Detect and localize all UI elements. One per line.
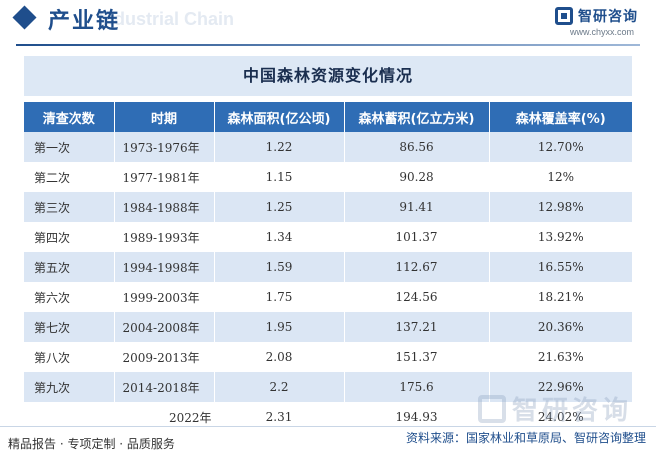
table-cell: 12.98% xyxy=(489,192,632,222)
table-cell: 第五次 xyxy=(24,252,115,282)
header-divider xyxy=(16,44,640,46)
table-row: 第二次 1977-1981年 1.15 90.28 12% xyxy=(24,162,632,192)
column-header: 森林蓄积(亿立方米) xyxy=(344,102,490,132)
brand-logo-icon xyxy=(555,7,573,25)
table-cell: 1989-1993年 xyxy=(114,222,215,252)
table-cell: 第三次 xyxy=(24,192,115,222)
table-cell: 第九次 xyxy=(24,372,115,402)
table-cell: 2014-2018年 xyxy=(114,372,215,402)
table-cell: 20.36% xyxy=(489,312,632,342)
table-cell: 1984-1988年 xyxy=(114,192,215,222)
table-cell: 2009-2013年 xyxy=(114,342,215,372)
table-cell: 86.56 xyxy=(344,132,490,162)
column-header: 时期 xyxy=(114,102,215,132)
table-cell: 第二次 xyxy=(24,162,115,192)
footer-slogan: 精品报告 · 专项定制 · 品质服务 xyxy=(8,437,175,451)
table-cell: 151.37 xyxy=(344,342,490,372)
table-cell: 1.25 xyxy=(214,192,345,222)
table-cell: 1.15 xyxy=(214,162,345,192)
table-cell: 2.31 xyxy=(214,402,345,432)
table-cell: 137.21 xyxy=(344,312,490,342)
table-cell: 1999-2003年 xyxy=(114,282,215,312)
table-cell: 2.2 xyxy=(214,372,345,402)
table-cell: 1.75 xyxy=(214,282,345,312)
table-row: 第七次 2004-2008年 1.95 137.21 20.36% xyxy=(24,312,632,342)
forest-table-section: 中国森林资源变化情况 清查次数 时期 森林面积(亿公顷) 森林蓄积(亿立方米) … xyxy=(24,56,632,432)
table-cell: 第六次 xyxy=(24,282,115,312)
table-cell: 18.21% xyxy=(489,282,632,312)
column-header: 森林面积(亿公顷) xyxy=(214,102,345,132)
table-cell: 112.67 xyxy=(344,252,490,282)
table-cell: 1.95 xyxy=(214,312,345,342)
brand-logo-icon xyxy=(477,394,506,423)
table-cell: 1994-1998年 xyxy=(114,252,215,282)
column-header: 森林覆盖率(%) xyxy=(489,102,632,132)
table-row: 第八次 2009-2013年 2.08 151.37 21.63% xyxy=(24,342,632,372)
table-cell: 12% xyxy=(489,162,632,192)
diamond-icon xyxy=(12,5,37,30)
table-cell: 1.59 xyxy=(214,252,345,282)
table-header-row: 清查次数 时期 森林面积(亿公顷) 森林蓄积(亿立方米) 森林覆盖率(%) xyxy=(24,102,632,132)
forest-table: 清查次数 时期 森林面积(亿公顷) 森林蓄积(亿立方米) 森林覆盖率(%) 第一… xyxy=(24,102,632,432)
table-cell: 2022年 xyxy=(24,402,215,432)
watermark-text: 智研咨询 xyxy=(511,396,632,426)
page-title: 产业链 xyxy=(48,9,121,34)
table-title: 中国森林资源变化情况 xyxy=(24,56,632,96)
watermark: 智研咨询 xyxy=(477,390,632,427)
table-row: 第一次 1973-1976年 1.22 86.56 12.70% xyxy=(24,132,632,162)
table-cell: 2004-2008年 xyxy=(114,312,215,342)
table-cell: 16.55% xyxy=(489,252,632,282)
table-cell: 175.6 xyxy=(344,372,490,402)
column-header: 清查次数 xyxy=(24,102,115,132)
table-cell: 13.92% xyxy=(489,222,632,252)
footer-source: 资料来源：国家林业和草原局、智研咨询整理 xyxy=(405,427,646,449)
table-row: 第三次 1984-1988年 1.25 91.41 12.98% xyxy=(24,192,632,222)
table-cell: 1977-1981年 xyxy=(114,162,215,192)
table-row: 第五次 1994-1998年 1.59 112.67 16.55% xyxy=(24,252,632,282)
table-cell: 101.37 xyxy=(344,222,490,252)
table-cell: 第八次 xyxy=(24,342,115,372)
brand-url: www.chyxx.com xyxy=(569,27,634,37)
table-cell: 22.96% xyxy=(489,372,632,402)
page-footer: 精品报告 · 专项定制 · 品质服务 资料来源：国家林业和草原局、智研咨询整理 xyxy=(0,426,656,456)
table-row: 第四次 1989-1993年 1.34 101.37 13.92% xyxy=(24,222,632,252)
table-cell: 1973-1976年 xyxy=(114,132,215,162)
table-row: 第九次 2014-2018年 2.2 175.6 22.96% xyxy=(24,372,632,402)
table-cell: 91.41 xyxy=(344,192,490,222)
table-cell: 1.34 xyxy=(214,222,345,252)
table-cell: 第一次 xyxy=(24,132,115,162)
table-cell: 21.63% xyxy=(489,342,632,372)
table-row: 第六次 1999-2003年 1.75 124.56 18.21% xyxy=(24,282,632,312)
brand-name: 智研咨询 xyxy=(578,9,638,25)
table-cell: 第四次 xyxy=(24,222,115,252)
table-cell: 12.70% xyxy=(489,132,632,162)
page-header: Industrial Chain 产业链 智研咨询 www.chyxx.com xyxy=(0,0,656,46)
table-cell: 1.22 xyxy=(214,132,345,162)
table-cell: 2.08 xyxy=(214,342,345,372)
table-cell: 第七次 xyxy=(24,312,115,342)
table-cell: 90.28 xyxy=(344,162,490,192)
table-cell: 124.56 xyxy=(344,282,490,312)
brand: 智研咨询 xyxy=(555,6,638,26)
title-shadow-text: Industrial Chain xyxy=(98,9,235,29)
